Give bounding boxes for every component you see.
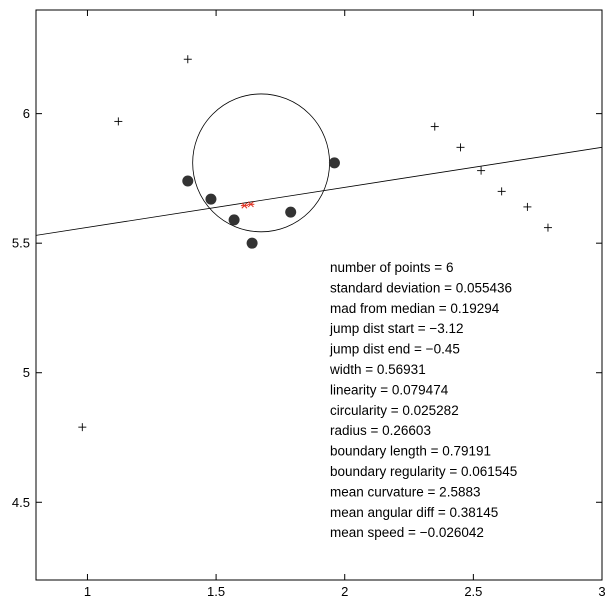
segment-point [285,206,297,218]
y-tick-label: 4.5 [12,495,30,510]
cross-point [523,202,532,211]
y-tick-label: 6 [23,106,30,121]
stat-line: radius = 0.26603 [330,423,431,438]
segment-point [328,157,340,169]
centroid-stroke [247,201,254,208]
cross-point [183,55,192,64]
centroid-marker [247,201,255,208]
axes-frame [35,9,603,581]
x-tick-label: 3 [598,584,605,599]
fit-line [36,146,602,236]
segment-point [246,237,258,249]
stat-line: jump dist end = −0.45 [329,342,460,357]
plot-area [36,55,602,432]
centroid-stroke [241,202,248,209]
stat-line: number of points = 6 [330,260,453,275]
cross-point [430,122,439,131]
stat-line: width = 0.56931 [329,362,426,377]
stat-line: mean angular diff = 0.38145 [330,505,498,520]
stat-line: mad from median = 0.19294 [330,301,500,316]
cross-point [78,423,87,432]
x-tick-label: 1 [84,584,91,599]
cross-point [543,223,552,232]
stat-line: standard deviation = 0.055436 [330,280,512,295]
segment-point [228,214,240,226]
y-tick-label: 5.5 [12,236,30,251]
fit-circle [192,93,330,233]
segment-point [205,193,217,205]
centroid-marker [240,202,248,209]
x-tick-label: 1.5 [207,584,225,599]
stat-line: linearity = 0.079474 [330,382,449,397]
stat-line: jump dist start = −3.12 [329,321,464,336]
cross-point [114,117,123,126]
cross-point [477,166,486,175]
cross-point [456,143,465,152]
x-tick-label: 2 [341,584,348,599]
stat-line: boundary regularity = 0.061545 [330,464,517,479]
stat-line: mean speed = −0.026042 [330,525,484,540]
segment-point [182,175,194,187]
x-tick-label: 2.5 [464,584,482,599]
stat-line: boundary length = 0.79191 [330,444,491,459]
cross-point [497,187,506,196]
y-tick-label: 5 [23,365,30,380]
stat-line: circularity = 0.025282 [330,403,459,418]
stat-line: mean curvature = 2.5883 [330,484,480,499]
